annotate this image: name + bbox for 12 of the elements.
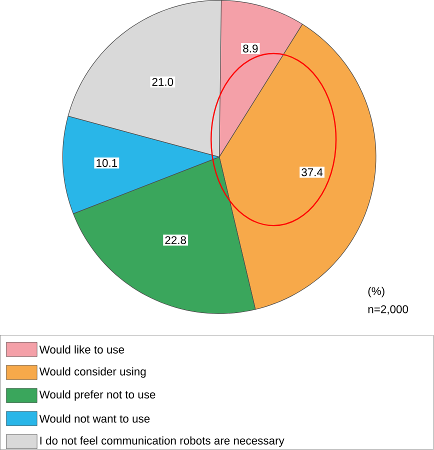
data-label: 10.1	[96, 159, 118, 167]
data-label: 37.4	[302, 168, 323, 176]
data-label: 22.8	[165, 236, 186, 244]
legend-label: Would consider using	[40, 367, 146, 378]
text: (%)	[368, 286, 385, 298]
data-label: 21.0	[152, 78, 174, 86]
text: n=2,000	[368, 305, 408, 315]
legend-label: I do not feel communication robots are necessary	[40, 436, 285, 447]
data-label: 8.9	[243, 44, 258, 53]
legend-label: Would like to use	[40, 345, 124, 354]
legend-label: Would not want to use	[40, 414, 150, 423]
legend-label: Would prefer not to use	[40, 390, 156, 401]
